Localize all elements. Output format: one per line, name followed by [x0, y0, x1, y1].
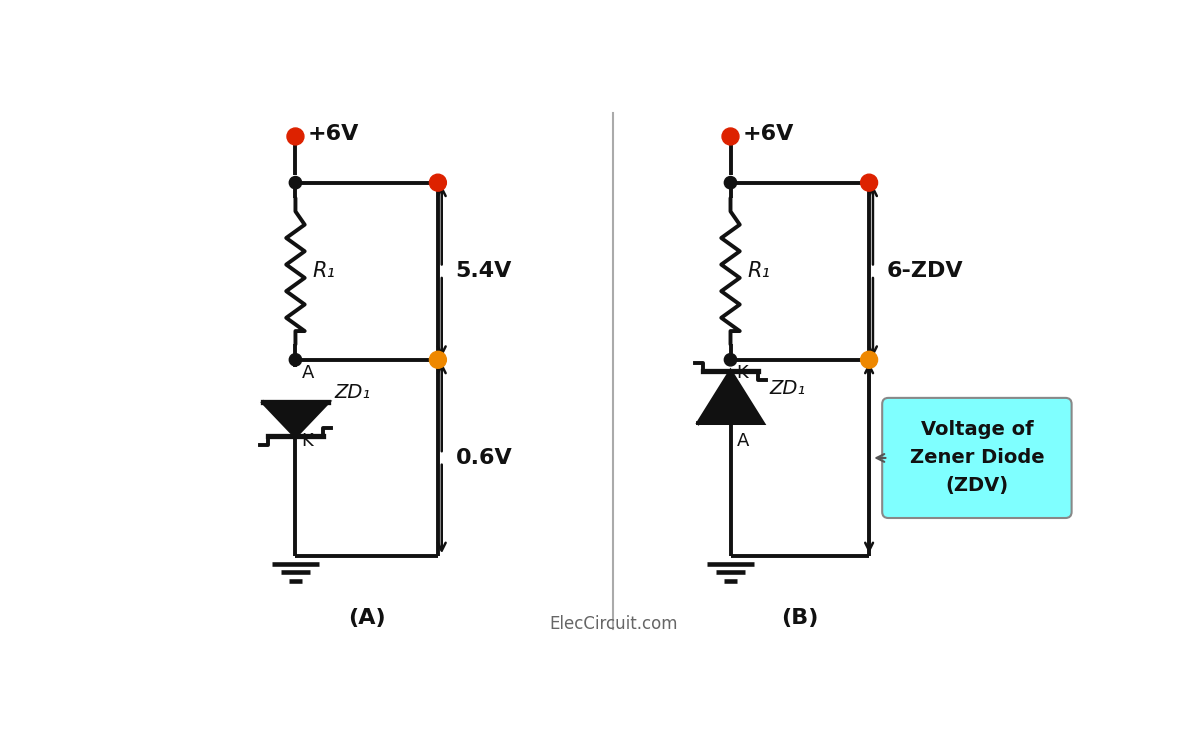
Text: (B): (B): [781, 608, 818, 627]
Circle shape: [860, 174, 877, 191]
Circle shape: [860, 351, 877, 368]
Text: +6V: +6V: [307, 124, 359, 144]
Text: 6-ZDV: 6-ZDV: [887, 261, 964, 281]
Circle shape: [430, 174, 446, 191]
Polygon shape: [263, 402, 328, 436]
Text: A: A: [301, 364, 314, 382]
Text: 5.4V: 5.4V: [456, 261, 512, 281]
Text: R₁: R₁: [312, 261, 335, 281]
FancyBboxPatch shape: [882, 398, 1072, 518]
Circle shape: [430, 351, 446, 368]
Text: Voltage of
Zener Diode
(ZDV): Voltage of Zener Diode (ZDV): [910, 421, 1044, 496]
Polygon shape: [698, 372, 763, 423]
Text: K: K: [737, 364, 749, 382]
Text: +6V: +6V: [743, 124, 794, 144]
Circle shape: [722, 128, 739, 145]
Circle shape: [287, 128, 304, 145]
Text: ElecCircuit.com: ElecCircuit.com: [550, 615, 678, 633]
Text: R₁: R₁: [748, 261, 770, 281]
Circle shape: [289, 353, 301, 366]
Text: ZD₁: ZD₁: [334, 383, 371, 402]
Text: A: A: [737, 432, 749, 450]
Circle shape: [725, 177, 737, 189]
Circle shape: [725, 353, 737, 366]
Text: ZD₁: ZD₁: [769, 379, 805, 398]
Text: 0.6V: 0.6V: [456, 448, 512, 468]
Text: (A): (A): [348, 608, 385, 627]
Text: K: K: [301, 432, 313, 449]
Circle shape: [289, 177, 301, 189]
